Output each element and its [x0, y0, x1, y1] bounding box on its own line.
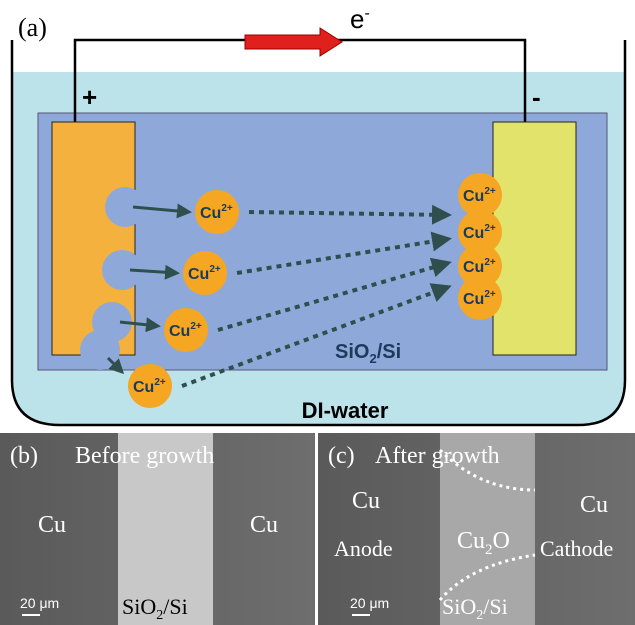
ion-charge: 2+: [154, 377, 166, 388]
panel-label: (c): [328, 443, 355, 469]
region-label: Cu: [38, 512, 66, 538]
ion-base: Cu: [463, 188, 484, 205]
substrate-label: SiO2/Si: [442, 594, 508, 623]
cathode-sign: -: [532, 82, 541, 112]
scale-label: 20 μm: [350, 595, 389, 611]
ion-base: Cu: [133, 379, 154, 396]
figure: (a) e- + - SiO2/Si DI-water Cu2+Cu2+Cu2+…: [0, 0, 635, 625]
ion-charge: 2+: [209, 264, 221, 275]
region-label: Cu2O: [457, 528, 510, 558]
scale-label: 20 μm: [20, 595, 59, 611]
ion-base: Cu: [200, 205, 221, 222]
ion-charge: 2+: [190, 321, 202, 332]
ion-base: Cu: [463, 259, 484, 276]
substrate-label: SiO2/Si: [122, 594, 188, 623]
ion-base: Cu: [169, 323, 190, 340]
region-label: Cathode: [540, 536, 613, 561]
ion-charge: 2+: [484, 186, 496, 197]
ion-base: Cu: [463, 291, 484, 308]
region-label: Cu: [580, 492, 608, 518]
electron-label: e-: [350, 4, 370, 34]
region-label: Cu: [352, 488, 380, 514]
region-label: Cu: [250, 512, 278, 538]
ion-charge: 2+: [484, 257, 496, 268]
ion-base: Cu: [188, 266, 209, 283]
region-label: Anode: [334, 536, 393, 561]
ion-base: Cu: [463, 225, 484, 242]
substrate-label: SiO2/Si: [335, 341, 401, 366]
anode-sign: +: [82, 82, 97, 112]
ion-charge: 2+: [484, 223, 496, 234]
ion-charge: 2+: [484, 289, 496, 300]
panel-label: (b): [10, 443, 38, 469]
panel-title: Before growth: [75, 443, 214, 469]
panel-label: (a): [18, 13, 47, 42]
ion-charge: 2+: [221, 203, 233, 214]
electron-arrow: [245, 28, 342, 56]
medium-label: DI-water: [302, 398, 389, 423]
panel-title: After growth: [375, 443, 500, 469]
cathode: [493, 122, 576, 355]
